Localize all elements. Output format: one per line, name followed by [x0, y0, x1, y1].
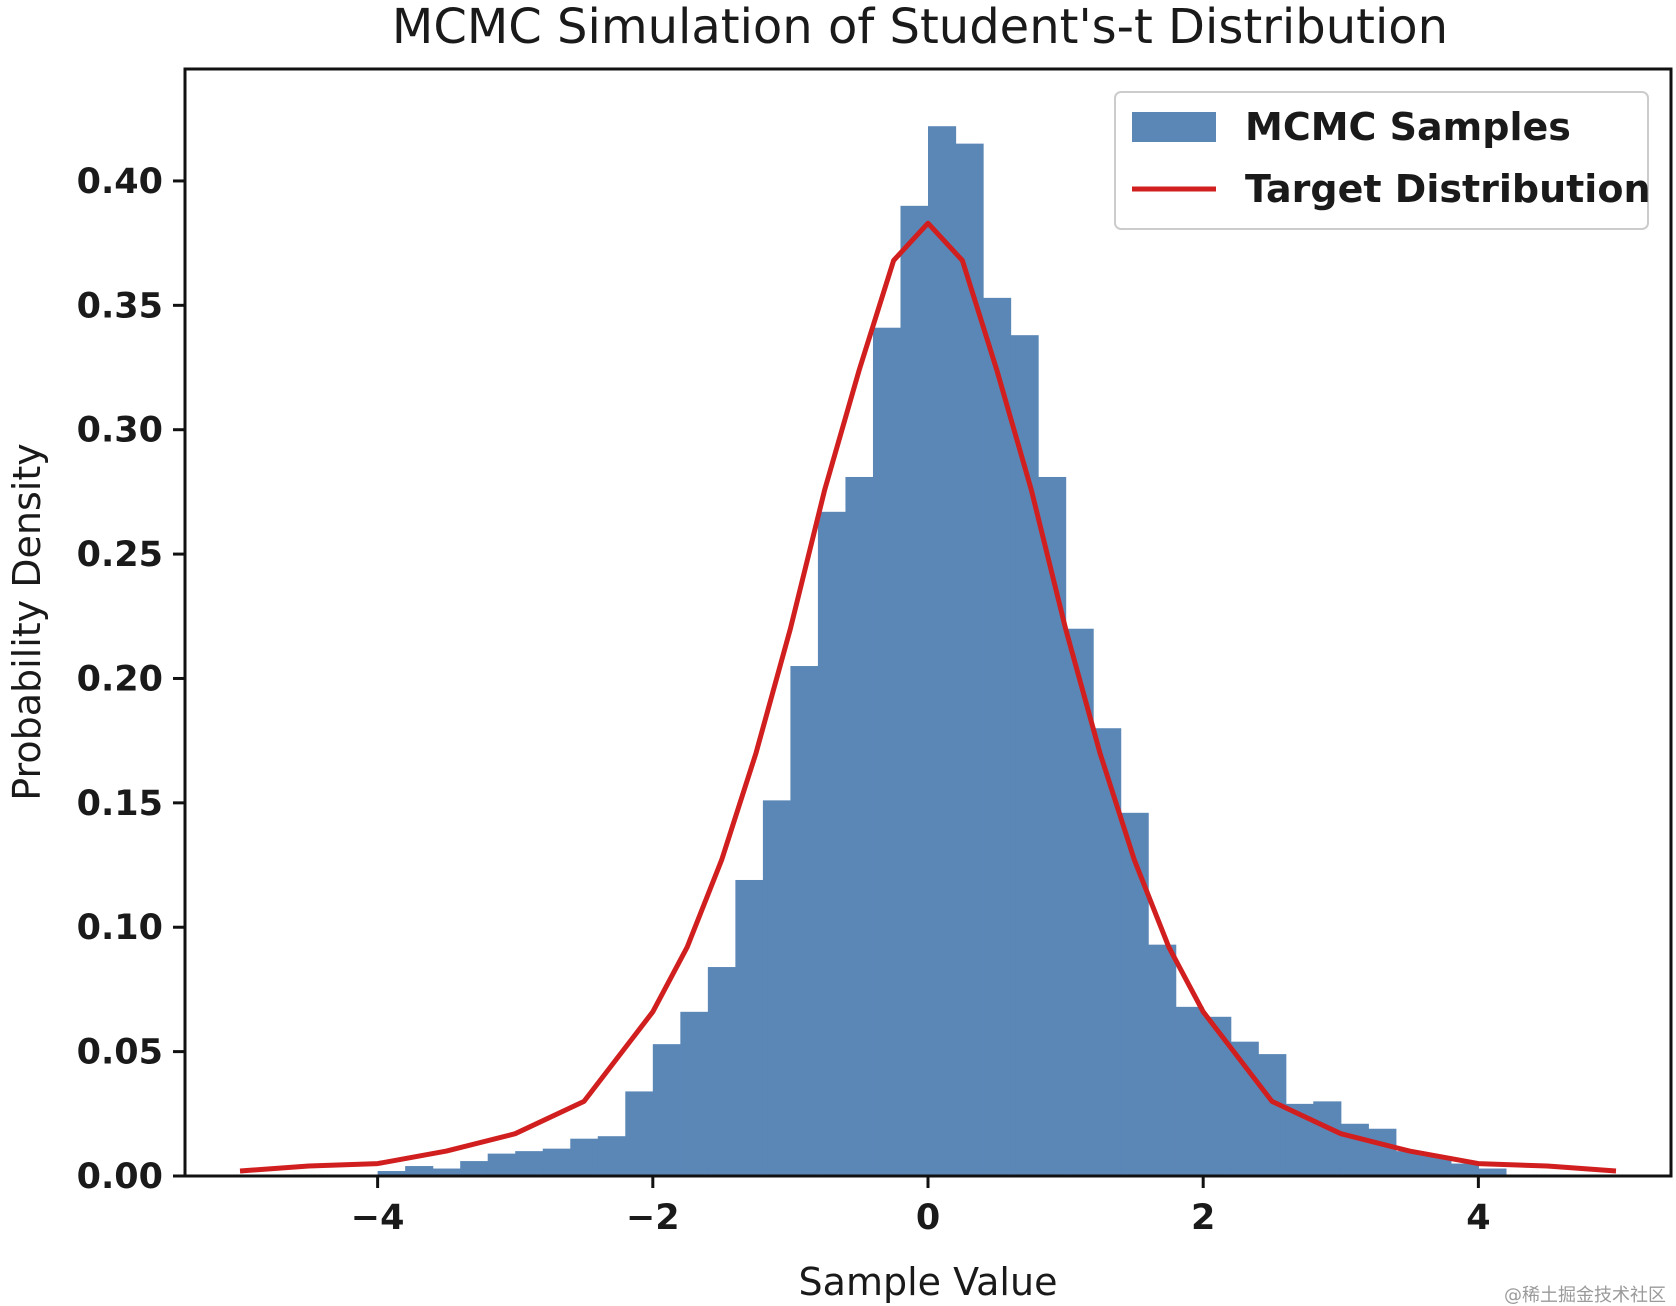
y-tick-label: 0.20 — [77, 659, 163, 699]
histogram-bar — [1478, 1168, 1507, 1176]
y-tick-label: 0.25 — [77, 535, 163, 575]
histogram-bar — [762, 800, 792, 1176]
x-tick-label: −4 — [351, 1198, 405, 1238]
histogram-bar — [955, 143, 984, 1177]
histogram-bar — [1038, 476, 1067, 1176]
histogram-bar — [487, 1153, 516, 1176]
histogram-bar — [1450, 1163, 1479, 1176]
histogram-bar — [432, 1168, 461, 1176]
histogram-bar — [625, 1091, 654, 1176]
histogram-bar — [872, 327, 902, 1176]
histogram-bar — [790, 666, 819, 1176]
y-tick-label: 0.00 — [77, 1157, 163, 1197]
chart-title: MCMC Simulation of Student's-t Distribut… — [392, 0, 1448, 55]
histogram-bar — [1120, 812, 1149, 1176]
histogram-bar — [1423, 1156, 1452, 1176]
legend-label-mcmc-samples: MCMC Samples — [1245, 105, 1571, 149]
histogram-bar — [817, 511, 847, 1176]
histogram-bar — [460, 1161, 489, 1176]
legend-label-target-distribution: Target Distribution — [1245, 167, 1651, 211]
histogram-bar — [1368, 1128, 1397, 1176]
x-tick-label: 2 — [1191, 1198, 1215, 1238]
histogram-bar — [1175, 1006, 1204, 1176]
legend: MCMC Samples Target Distribution — [1114, 91, 1651, 230]
histogram-bars — [377, 126, 1507, 1177]
target-distribution-curve — [239, 220, 1617, 1174]
histogram-bar — [928, 126, 957, 1177]
x-tick-label: −2 — [626, 1198, 680, 1238]
histogram-bar — [1340, 1123, 1369, 1176]
histogram-bar — [1093, 728, 1122, 1176]
histogram-bar — [405, 1166, 434, 1176]
histogram-bar — [845, 476, 874, 1176]
histogram-bar — [515, 1151, 544, 1176]
y-axis-ticks: 0.00 0.05 0.10 0.15 0.20 0.25 0.30 0.35 0.40 — [77, 162, 185, 1197]
histogram-bar — [680, 1011, 709, 1176]
x-axis-ticks: −4 −2 0 2 4 — [351, 1176, 1491, 1238]
histogram-bar — [1148, 944, 1177, 1176]
y-tick-label: 0.30 — [77, 411, 163, 451]
histogram-bar — [652, 1044, 681, 1176]
legend-box — [1114, 91, 1649, 230]
histogram-bar — [377, 1171, 406, 1176]
y-tick-label: 0.05 — [77, 1033, 163, 1073]
y-axis-label: Probability Density — [5, 443, 49, 800]
histogram-bar — [735, 879, 764, 1176]
y-tick-label: 0.10 — [77, 908, 163, 948]
histogram-bar — [1313, 1101, 1342, 1176]
histogram-bar — [542, 1148, 571, 1176]
histogram-bar — [900, 205, 929, 1177]
y-tick-label: 0.40 — [77, 162, 163, 202]
legend-swatch-mcmc-samples — [1132, 112, 1216, 142]
x-tick-label: 0 — [916, 1198, 940, 1238]
histogram-bar — [1230, 1041, 1259, 1176]
histogram-bar — [570, 1138, 599, 1176]
x-tick-label: 4 — [1466, 1198, 1490, 1238]
x-axis-label: Sample Value — [799, 1260, 1058, 1304]
watermark: @稀土掘金技术社区 — [1504, 1285, 1666, 1306]
histogram-bar — [707, 967, 736, 1176]
y-tick-label: 0.35 — [77, 286, 163, 326]
histogram-bar — [1258, 1054, 1287, 1176]
histogram-bar — [983, 297, 1012, 1176]
histogram-bar — [597, 1136, 626, 1176]
y-tick-label: 0.15 — [77, 784, 163, 824]
